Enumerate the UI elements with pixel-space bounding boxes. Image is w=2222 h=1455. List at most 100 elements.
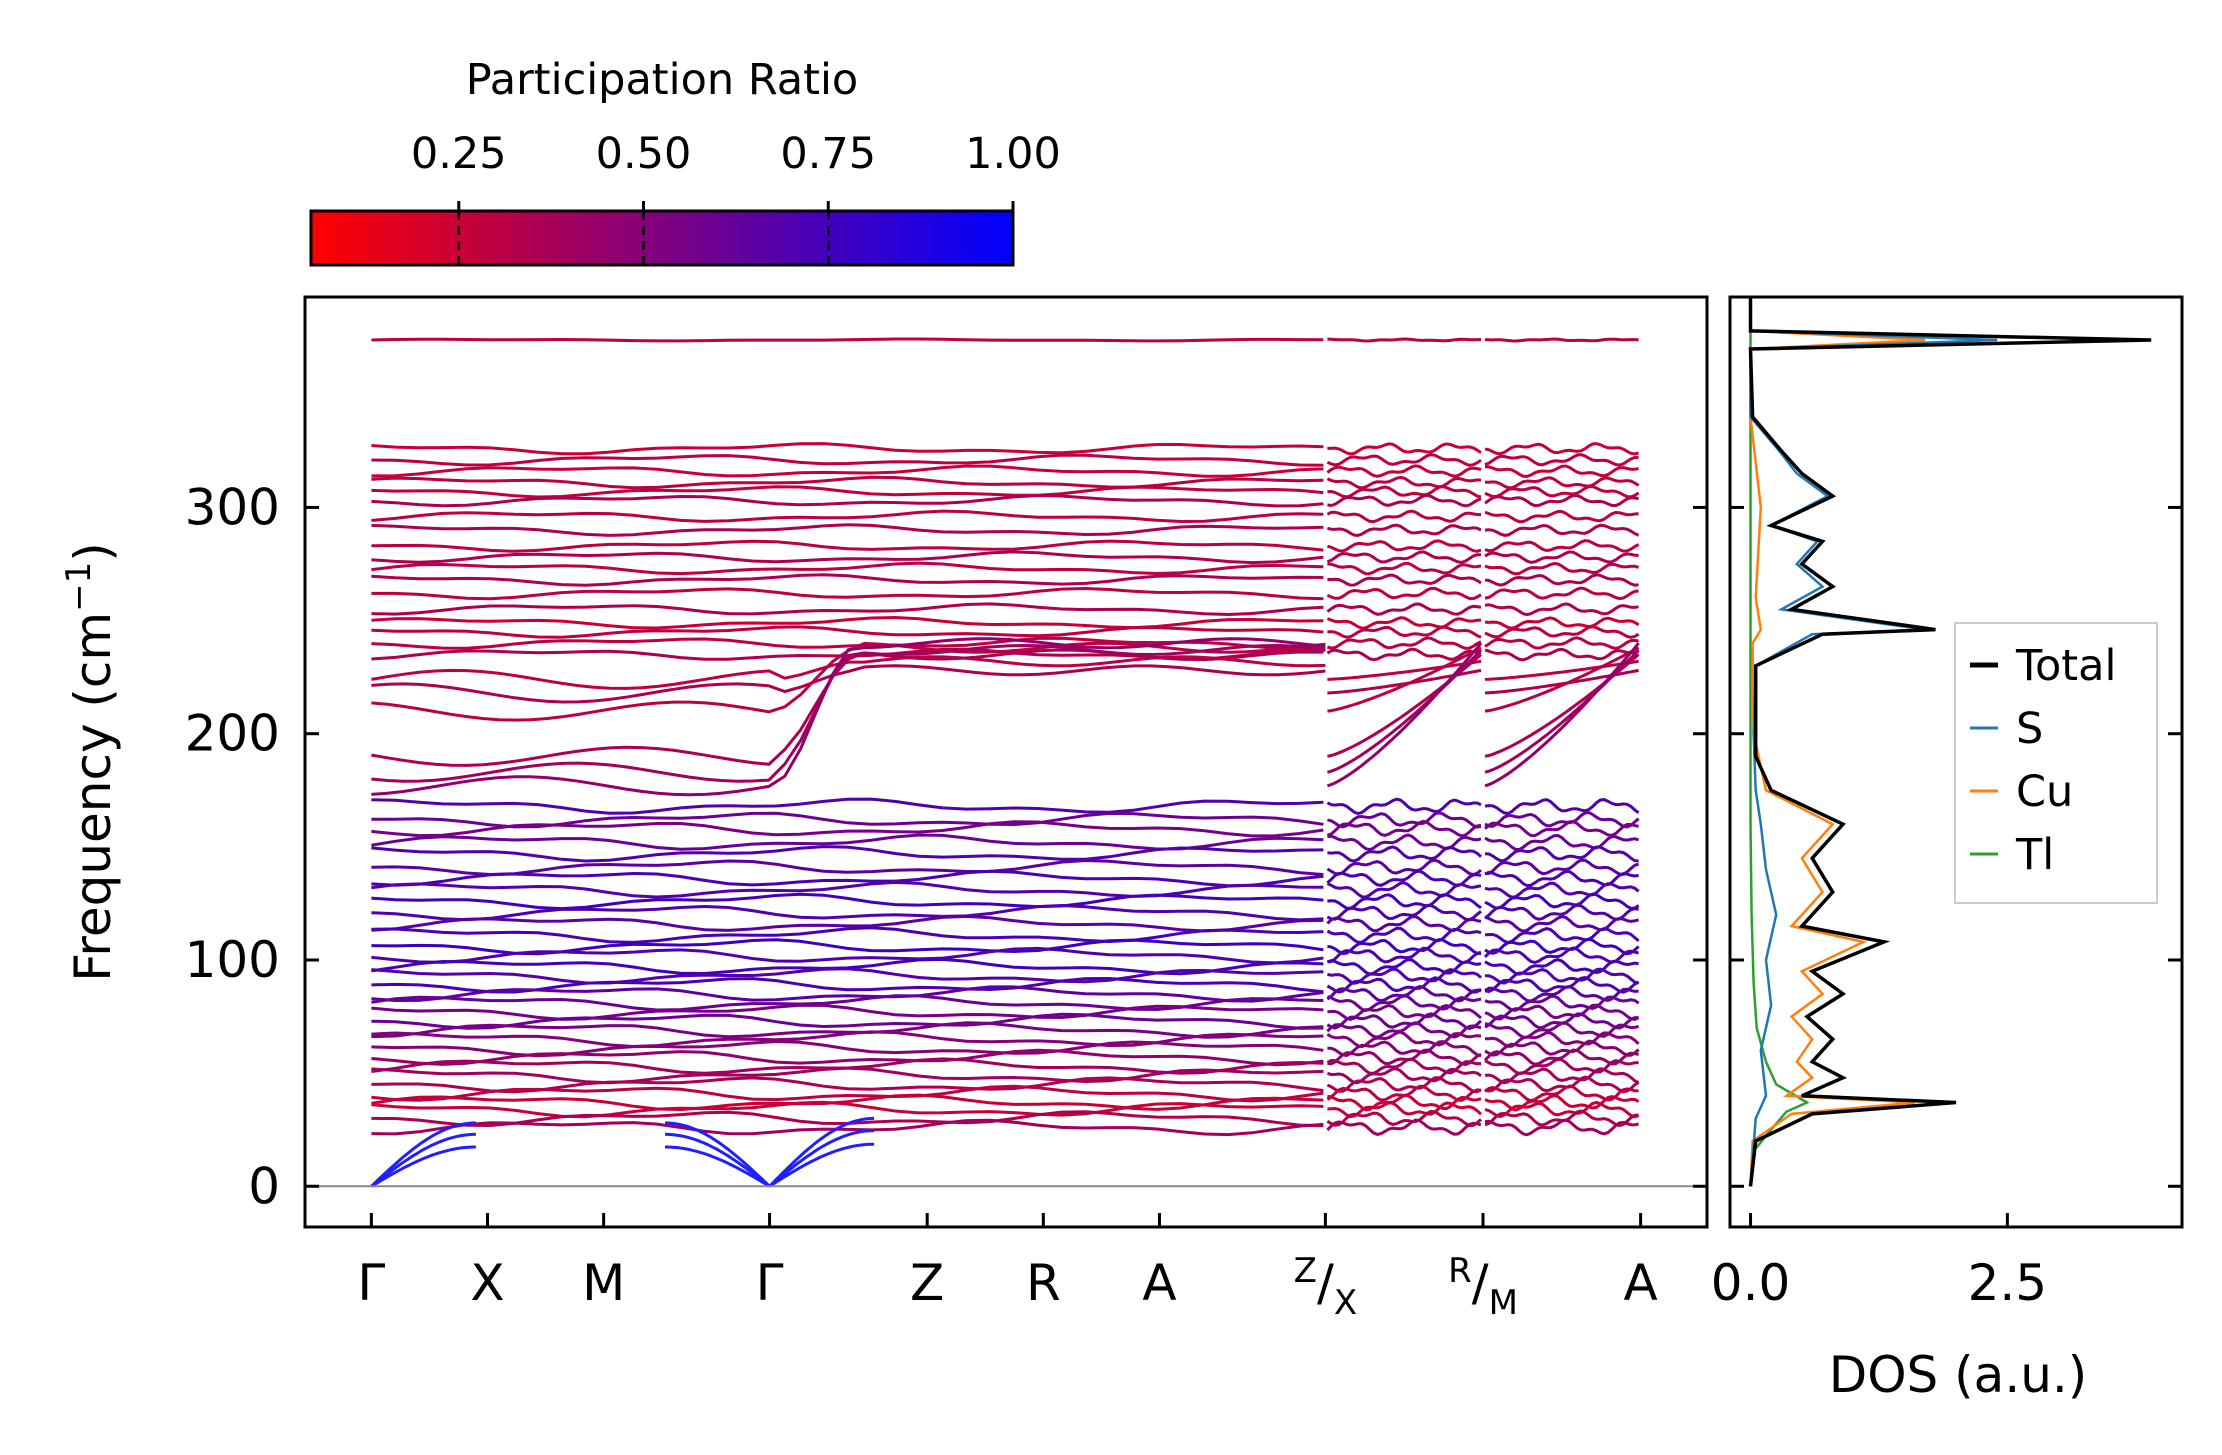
band-structure-plot: 0 100 200 300 Γ X M Γ Z R A Z/X R/M A Frequency (cm−… bbox=[59, 295, 1709, 1323]
kpoint-label: A bbox=[1624, 1254, 1658, 1312]
kpoint-label: Z bbox=[910, 1254, 944, 1312]
band-line bbox=[1326, 881, 1482, 899]
band-line bbox=[1327, 893, 1482, 910]
band-line bbox=[1326, 636, 1482, 650]
band-line bbox=[371, 967, 1324, 985]
legend-label-tl: Tl bbox=[2015, 830, 2054, 880]
dos-x-tick-label: 0.0 bbox=[1711, 1254, 1791, 1312]
band-line bbox=[1326, 1067, 1482, 1085]
band-line bbox=[371, 914, 1324, 933]
band-line bbox=[1484, 550, 1639, 564]
band-line bbox=[1326, 1021, 1482, 1039]
band-line bbox=[371, 509, 1324, 524]
band-line bbox=[1484, 833, 1639, 852]
band-line bbox=[1484, 646, 1640, 713]
band-line bbox=[371, 1039, 1324, 1058]
band-line bbox=[371, 1118, 1324, 1137]
acoustic-branch bbox=[664, 1132, 771, 1188]
band-line bbox=[1327, 561, 1482, 576]
band-line bbox=[1327, 648, 1483, 774]
band-line bbox=[1327, 1101, 1483, 1119]
kpoint-label: R/M bbox=[1448, 1251, 1518, 1323]
band-line bbox=[1484, 642, 1640, 788]
kpoint-label: M bbox=[582, 1254, 625, 1312]
y-axis-label: Frequency (cm−1) bbox=[59, 542, 122, 982]
acoustic-branch bbox=[664, 1121, 771, 1188]
band-line bbox=[1327, 845, 1483, 863]
phonon-bands bbox=[370, 337, 1640, 1188]
band-line bbox=[371, 464, 1324, 478]
dos-curves bbox=[1748, 297, 2152, 1187]
band-line bbox=[1484, 602, 1639, 617]
band-line bbox=[1484, 798, 1640, 815]
band-line bbox=[1484, 453, 1639, 467]
band-line bbox=[1326, 539, 1482, 553]
band-line bbox=[1327, 967, 1482, 985]
band-line bbox=[1326, 903, 1482, 922]
kpoint-label: Z/X bbox=[1294, 1251, 1357, 1323]
band-line bbox=[1327, 625, 1482, 639]
legend-label-total: Total bbox=[2015, 641, 2116, 691]
band-line bbox=[1484, 810, 1640, 829]
band-line bbox=[371, 573, 1324, 587]
band-line bbox=[1484, 510, 1639, 524]
band-line bbox=[371, 539, 1324, 553]
band-line bbox=[1484, 1021, 1640, 1039]
band-line bbox=[371, 637, 1326, 797]
band-line bbox=[371, 475, 1324, 490]
band-line bbox=[1484, 1031, 1640, 1048]
band-line bbox=[1484, 903, 1639, 921]
acoustic-branch bbox=[665, 1145, 771, 1188]
band-line bbox=[371, 550, 1324, 565]
dos-curve-total bbox=[1748, 297, 2152, 1187]
band-line bbox=[371, 664, 1326, 704]
band-line bbox=[1326, 586, 1482, 601]
band-line bbox=[371, 797, 1324, 815]
band-line bbox=[371, 442, 1324, 456]
band-line bbox=[371, 625, 1324, 639]
band-line bbox=[1484, 573, 1639, 587]
acoustic-branch bbox=[768, 1142, 875, 1188]
band-line bbox=[1484, 958, 1639, 976]
band-line bbox=[1484, 845, 1639, 863]
band-line bbox=[1484, 869, 1639, 888]
band-line bbox=[1484, 858, 1640, 876]
acoustic-branch bbox=[370, 1132, 476, 1188]
band-line bbox=[371, 602, 1324, 617]
band-line bbox=[1484, 1118, 1639, 1137]
band-line bbox=[371, 892, 1324, 911]
colorbar-title: Participation Ratio bbox=[466, 55, 859, 105]
band-line bbox=[1326, 475, 1482, 490]
band-line bbox=[1327, 493, 1482, 508]
band-line bbox=[371, 903, 1324, 922]
band-line bbox=[1484, 523, 1640, 537]
band-line bbox=[371, 648, 1326, 767]
band-line bbox=[1327, 1093, 1482, 1112]
band-line bbox=[371, 485, 1324, 499]
band-line bbox=[1327, 1039, 1482, 1058]
band-line bbox=[371, 1012, 1324, 1030]
colorbar-tick-label: 0.25 bbox=[411, 129, 507, 179]
band-line bbox=[1484, 1003, 1640, 1021]
band-line bbox=[1326, 616, 1482, 630]
band-line bbox=[1484, 647, 1639, 662]
band-line bbox=[1326, 819, 1482, 838]
band-line bbox=[1484, 494, 1639, 508]
band-line bbox=[1484, 659, 1639, 681]
band-line bbox=[1484, 476, 1640, 490]
y-tick-label: 300 bbox=[185, 478, 280, 536]
band-line bbox=[1484, 539, 1640, 553]
band-line bbox=[1484, 927, 1640, 945]
band-line bbox=[1484, 994, 1640, 1012]
kpoint-label: X bbox=[470, 1254, 504, 1312]
band-line bbox=[371, 615, 1324, 630]
dos-legend: Total S Cu Tl bbox=[1954, 622, 2158, 904]
band-line bbox=[371, 643, 1326, 783]
band-line bbox=[1484, 976, 1640, 994]
band-line bbox=[1327, 938, 1482, 956]
band-line bbox=[371, 845, 1324, 863]
legend-label-cu: Cu bbox=[2016, 767, 2073, 817]
band-line bbox=[1484, 1039, 1640, 1057]
legend-label-s: S bbox=[2016, 704, 2043, 754]
